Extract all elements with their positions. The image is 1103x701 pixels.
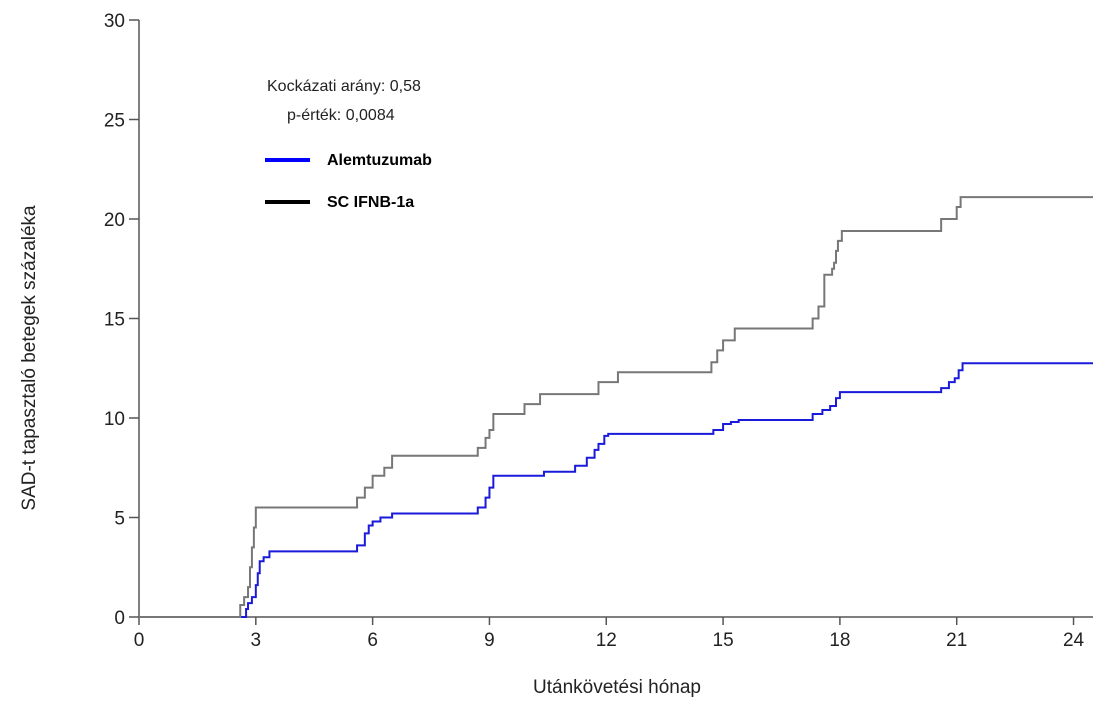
legend-label-alemtuzumab: Alemtuzumab <box>327 152 432 169</box>
y-axis-title: SAD-t tapasztaló betegek százaléka <box>19 205 40 511</box>
p-value-annotation: p-érték: 0,0084 <box>287 107 395 124</box>
x-tick-label: 3 <box>251 630 262 651</box>
x-tick-label: 0 <box>134 630 145 651</box>
series-line-sc-ifnb-1a <box>139 196 1093 618</box>
x-axis-title: Utánkövetési hónap <box>533 677 701 698</box>
x-tick-label: 12 <box>596 630 617 651</box>
legend: Alemtuzumab SC IFNB-1a <box>265 152 432 211</box>
y-ticks: 0 5 10 15 20 25 30 <box>104 11 139 629</box>
y-tick-label: 30 <box>104 11 125 32</box>
x-tick-label: 21 <box>946 630 967 651</box>
x-tick-label: 18 <box>829 630 850 651</box>
hazard-ratio-annotation: Kockázati arány: 0,58 <box>267 78 421 95</box>
x-tick-label: 6 <box>367 630 378 651</box>
x-ticks: 0 3 6 9 12 15 18 21 24 <box>134 617 1085 651</box>
series-line-alemtuzumab <box>139 362 1093 618</box>
x-tick-label: 24 <box>1063 630 1085 651</box>
series-layer <box>139 196 1093 618</box>
y-tick-label: 20 <box>104 210 125 231</box>
y-tick-label: 10 <box>104 409 125 430</box>
y-tick-label: 15 <box>104 310 125 331</box>
legend-label-sc-ifnb-1a: SC IFNB-1a <box>327 194 414 211</box>
x-tick-label: 15 <box>713 630 734 651</box>
axes <box>138 20 1093 618</box>
y-tick-label: 0 <box>114 608 125 629</box>
y-tick-label: 5 <box>114 509 125 530</box>
y-tick-label: 25 <box>104 111 125 132</box>
x-tick-label: 9 <box>484 630 495 651</box>
